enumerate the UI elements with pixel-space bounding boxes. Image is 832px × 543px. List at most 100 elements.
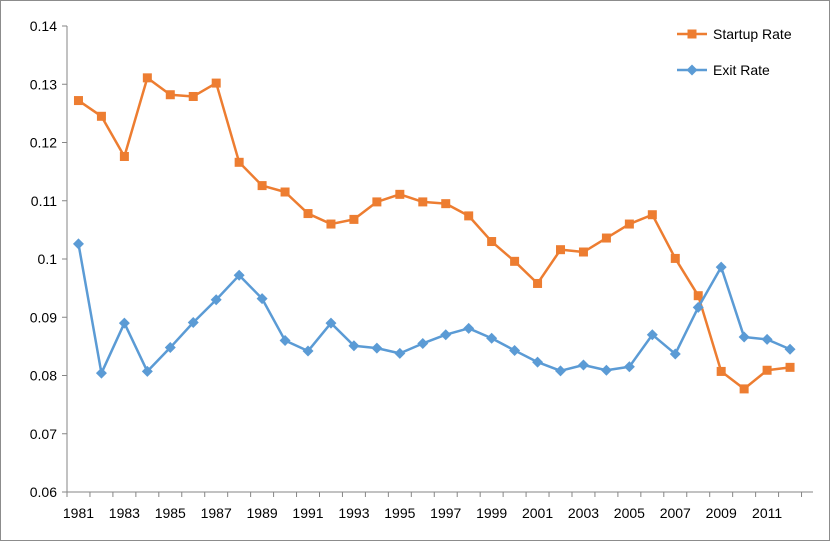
- data-point: [578, 247, 588, 257]
- data-point: [326, 219, 336, 229]
- data-point: [371, 342, 383, 354]
- series-0: [73, 73, 795, 394]
- data-point: [142, 73, 152, 83]
- data-point: [623, 361, 635, 373]
- data-point: [440, 329, 452, 341]
- y-tick-label: 0.13: [30, 76, 57, 92]
- x-tick-label: 1993: [338, 505, 369, 521]
- x-tick-label: 2011: [752, 505, 782, 521]
- axes: 0.06 0.07 0.08 0.09 0.1 0.11 0.12 0.13 0.14 1981 1…: [30, 18, 813, 521]
- legend-label: Startup Rate: [713, 26, 792, 42]
- data-point: [669, 348, 681, 360]
- legend-marker-icon: [687, 29, 697, 39]
- x-tick-label: 2001: [522, 505, 553, 521]
- x-tick-label: 2003: [568, 505, 599, 521]
- data-point: [188, 91, 198, 101]
- legend-label: Exit Rate: [713, 62, 770, 78]
- data-point: [95, 367, 107, 379]
- y-tick-label: 0.07: [30, 426, 57, 442]
- data-point: [556, 245, 566, 255]
- data-point: [509, 344, 521, 356]
- data-point: [210, 294, 222, 306]
- data-point: [73, 96, 83, 106]
- data-point: [441, 199, 451, 209]
- data-point: [418, 197, 428, 207]
- legend-entry: Exit Rate: [677, 62, 770, 78]
- data-point: [739, 384, 749, 394]
- data-point: [325, 317, 337, 329]
- data-point: [762, 365, 772, 375]
- data-point: [784, 343, 796, 355]
- data-point: [463, 322, 475, 334]
- data-point: [464, 211, 474, 221]
- data-point: [119, 151, 129, 161]
- x-tick-label: 1981: [63, 505, 94, 521]
- y-tick-label: 0.11: [31, 193, 57, 209]
- data-point: [624, 219, 634, 229]
- data-point: [372, 197, 382, 207]
- y-tick-label: 0.1: [38, 251, 58, 267]
- x-tick-label: 1991: [292, 505, 323, 521]
- data-point: [417, 337, 429, 349]
- data-point: [165, 90, 175, 100]
- data-point: [187, 316, 199, 328]
- data-point: [510, 256, 520, 266]
- data-point: [600, 364, 612, 376]
- data-point: [141, 365, 153, 377]
- series-layer: [72, 73, 796, 394]
- data-point: [601, 233, 611, 243]
- data-point: [256, 293, 268, 305]
- data-point: [233, 269, 245, 281]
- series-1: [72, 238, 796, 379]
- legend: Startup Rate Exit Rate: [677, 26, 792, 78]
- legend-entry: Startup Rate: [677, 26, 792, 42]
- data-point: [118, 317, 130, 329]
- series-line: [77, 76, 791, 391]
- y-tick-label: 0.09: [30, 309, 57, 325]
- data-point: [532, 356, 544, 368]
- data-point: [394, 347, 406, 359]
- x-tick-label: 1985: [155, 505, 186, 521]
- y-tick-label: 0.12: [30, 135, 57, 151]
- data-point: [738, 331, 750, 343]
- data-point: [280, 187, 290, 197]
- y-tick-label: 0.14: [30, 18, 57, 34]
- y-tick-label: 0.06: [30, 484, 57, 500]
- data-point: [164, 342, 176, 354]
- data-point: [716, 366, 726, 376]
- x-tick-label: 1989: [247, 505, 278, 521]
- data-point: [279, 335, 291, 347]
- data-point: [302, 345, 314, 357]
- data-point: [348, 340, 360, 352]
- data-point: [646, 329, 658, 341]
- data-point: [670, 253, 680, 263]
- data-point: [303, 209, 313, 219]
- data-point: [234, 157, 244, 167]
- data-point: [211, 78, 221, 88]
- x-tick-label: 2005: [614, 505, 645, 521]
- data-point: [577, 359, 589, 371]
- data-point: [785, 362, 795, 372]
- data-point: [257, 181, 267, 191]
- data-point: [72, 238, 84, 250]
- legend-marker-icon: [686, 64, 698, 76]
- x-tick-label: 1997: [430, 505, 461, 521]
- data-point: [96, 111, 106, 121]
- data-point: [349, 214, 359, 224]
- x-tick-label: 1999: [476, 505, 507, 521]
- x-tick-label: 2007: [660, 505, 691, 521]
- data-point: [692, 301, 704, 313]
- x-tick-label: 1983: [109, 505, 140, 521]
- data-point: [715, 261, 727, 273]
- data-point: [395, 189, 405, 199]
- data-point: [693, 291, 703, 301]
- data-point: [555, 365, 567, 377]
- y-tick-label: 0.08: [30, 368, 57, 384]
- data-point: [486, 332, 498, 344]
- x-tick-label: 1987: [201, 505, 232, 521]
- data-point: [647, 210, 657, 220]
- data-point: [487, 237, 497, 247]
- series-line: [77, 243, 791, 375]
